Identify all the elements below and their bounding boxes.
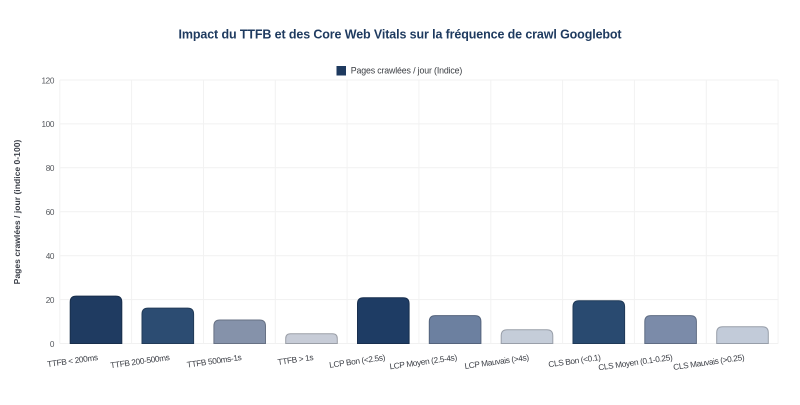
svg-text:0: 0 [50,340,55,349]
svg-text:Pages crawlées / jour (Indice): Pages crawlées / jour (Indice) [351,65,463,75]
svg-text:80: 80 [46,164,55,173]
svg-text:20: 20 [46,296,55,305]
svg-text:Pages crawlées / jour (indice: Pages crawlées / jour (indice 0-100) [12,140,22,285]
svg-text:100: 100 [42,120,55,129]
svg-text:TTFB > 1s: TTFB > 1s [277,352,314,367]
svg-text:Impact du TTFB et des Core Web: Impact du TTFB et des Core Web Vitals su… [179,28,623,42]
svg-text:40: 40 [46,252,55,261]
svg-text:120: 120 [42,76,55,85]
svg-text:60: 60 [46,208,55,217]
